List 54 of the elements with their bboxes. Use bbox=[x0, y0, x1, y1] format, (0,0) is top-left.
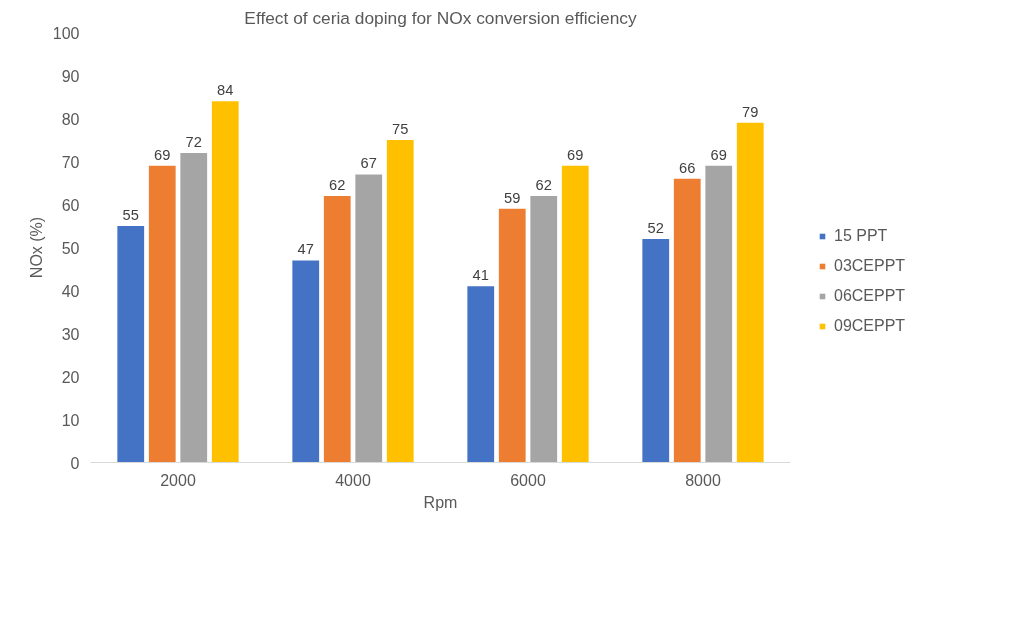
bar bbox=[180, 152, 208, 463]
legend-label: 06CEPPT bbox=[834, 286, 906, 305]
x-tick-label: 2000 bbox=[160, 471, 196, 489]
bar bbox=[530, 195, 558, 463]
bar bbox=[148, 165, 176, 463]
data-label: 66 bbox=[679, 159, 696, 176]
data-label: 55 bbox=[122, 207, 139, 223]
x-tick-label: 6000 bbox=[510, 471, 546, 489]
y-tick-label: 60 bbox=[61, 196, 80, 214]
y-tick-label: 70 bbox=[61, 153, 80, 171]
x-tick-label: 4000 bbox=[335, 471, 371, 489]
y-tick-label: 0 bbox=[70, 454, 80, 472]
legend-label: 09CEPPT bbox=[834, 316, 906, 335]
x-axis-title: Rpm bbox=[423, 493, 458, 511]
x-tick-label: 8000 bbox=[685, 471, 721, 489]
bar bbox=[323, 195, 351, 463]
data-label: 59 bbox=[504, 189, 521, 206]
y-tick-label: 10 bbox=[61, 411, 80, 429]
bar bbox=[117, 226, 145, 463]
data-label: 67 bbox=[360, 155, 377, 172]
data-label: 69 bbox=[154, 146, 171, 163]
data-label: 69 bbox=[710, 146, 727, 163]
data-label: 62 bbox=[329, 176, 346, 193]
bar bbox=[292, 260, 320, 463]
bar bbox=[705, 165, 733, 463]
bar bbox=[642, 238, 670, 463]
bar bbox=[561, 165, 589, 463]
bar bbox=[736, 122, 764, 463]
legend-label: 03CEPPT bbox=[834, 256, 906, 275]
data-label: 75 bbox=[392, 121, 409, 137]
y-tick-label: 90 bbox=[61, 67, 80, 85]
y-tick-label: 40 bbox=[61, 282, 80, 300]
data-label: 84 bbox=[217, 82, 234, 99]
bar bbox=[467, 286, 495, 463]
data-label: 72 bbox=[185, 133, 202, 150]
legend-label: 15 PPT bbox=[834, 226, 888, 245]
data-label: 47 bbox=[297, 241, 314, 258]
data-label: 62 bbox=[535, 176, 552, 193]
data-label: 69 bbox=[567, 146, 584, 163]
chart-title: Effect of ceria doping for NOx conversion efficiency bbox=[244, 7, 637, 28]
bar bbox=[211, 101, 239, 463]
data-label: 41 bbox=[472, 267, 489, 284]
bar bbox=[386, 140, 414, 463]
bar bbox=[673, 178, 701, 463]
y-tick-label: 80 bbox=[61, 110, 80, 128]
y-tick-label: 50 bbox=[61, 239, 80, 257]
bar bbox=[355, 174, 383, 463]
data-label: 79 bbox=[742, 103, 759, 120]
y-tick-label: 30 bbox=[61, 325, 80, 343]
y-axis-title: NOx (%) bbox=[27, 216, 45, 279]
bar bbox=[498, 208, 526, 463]
y-tick-label: 100 bbox=[52, 24, 80, 42]
y-tick-label: 20 bbox=[61, 368, 80, 386]
data-label: 52 bbox=[647, 219, 664, 236]
